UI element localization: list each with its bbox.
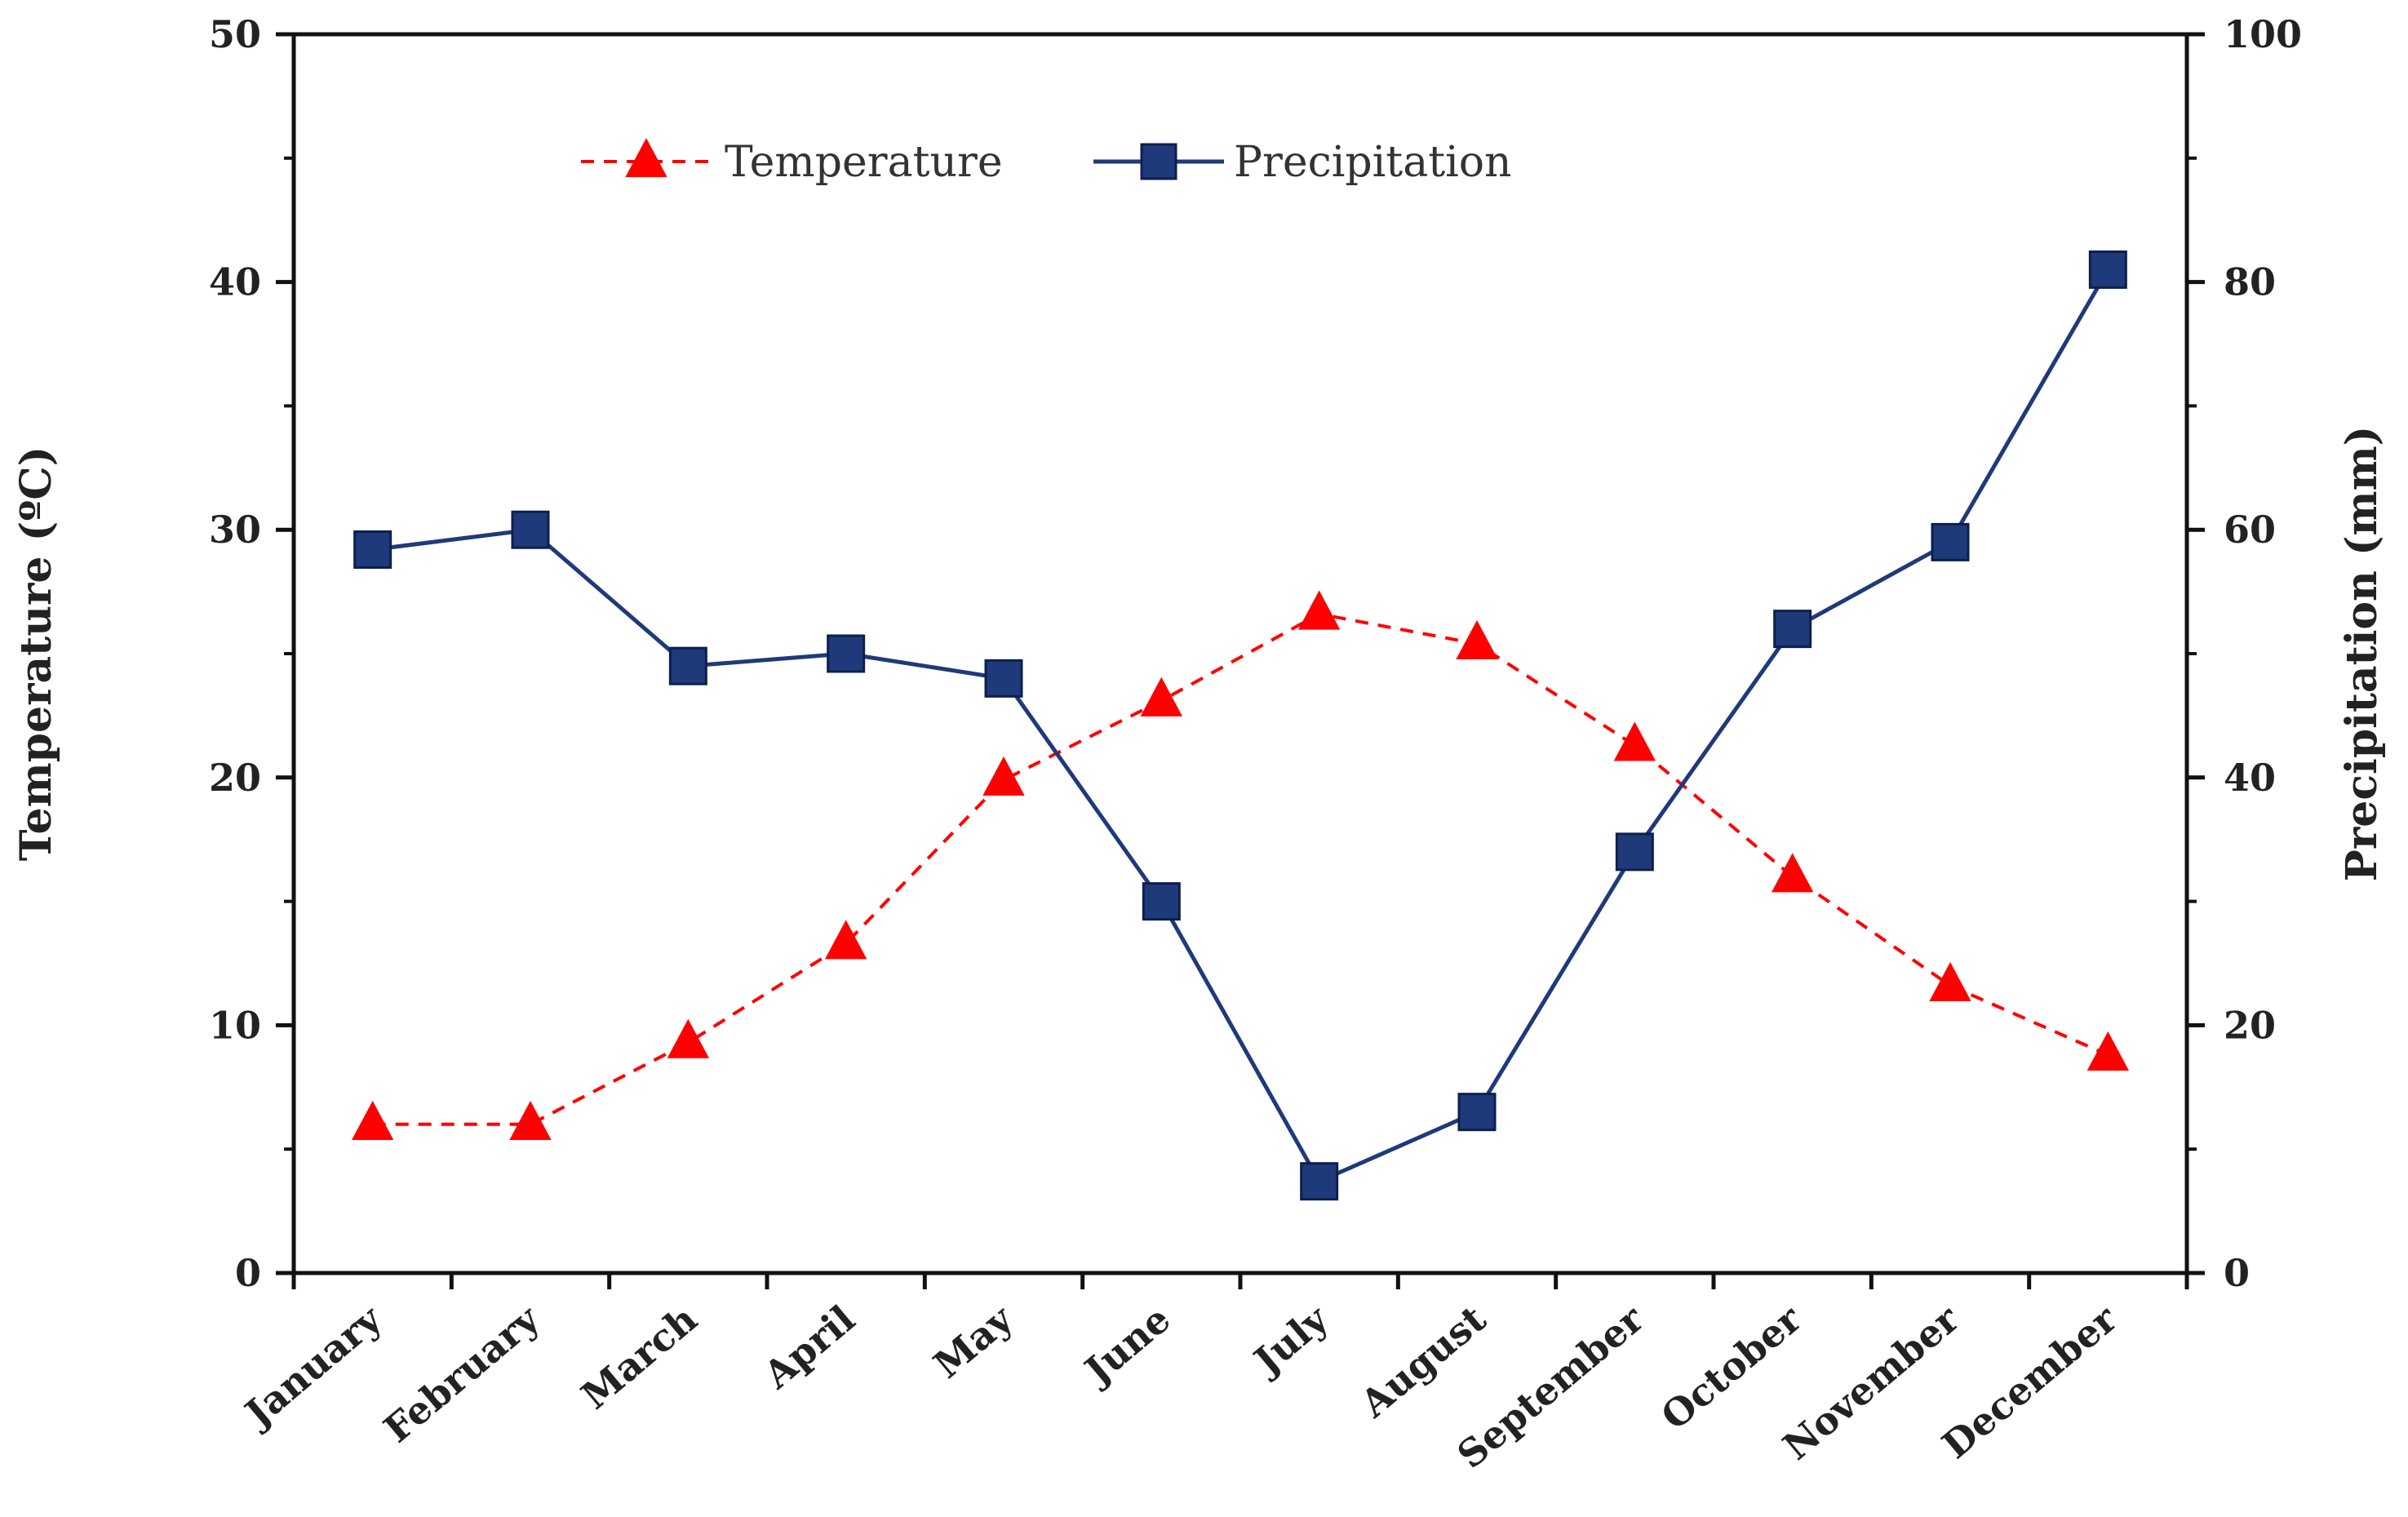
x-tick-label: June xyxy=(1074,1297,1178,1395)
series-layer xyxy=(351,250,2130,1201)
left-tick-label: 0 xyxy=(235,1251,261,1295)
right-tick-label: 100 xyxy=(2224,12,2302,56)
x-tick-label: May xyxy=(925,1296,1022,1386)
temperature-point xyxy=(1297,590,1341,630)
legend-temperature-label: Temperature xyxy=(725,138,1003,187)
precipitation-point xyxy=(511,510,550,549)
precipitation-point xyxy=(668,646,707,685)
left-axis-title: Temperature (ºC) xyxy=(11,446,61,861)
right-tick-label: 80 xyxy=(2224,260,2276,304)
left-tick-label: 50 xyxy=(209,12,261,56)
right-tick-label: 0 xyxy=(2224,1251,2250,1295)
precipitation-point xyxy=(984,659,1023,698)
temperature-line xyxy=(372,612,2109,1126)
left-tick-label: 40 xyxy=(209,260,261,304)
legend-precipitation-marker xyxy=(1140,143,1177,180)
x-tick-label: March xyxy=(573,1297,705,1417)
x-tick-label: February xyxy=(375,1296,548,1451)
plot-frame xyxy=(291,32,2189,1275)
temperature-point xyxy=(1771,853,1814,893)
precipitation-point xyxy=(1142,882,1181,921)
temperature-point xyxy=(667,1018,710,1058)
temperature-point xyxy=(1613,721,1656,761)
x-tick-label: November xyxy=(1775,1297,1968,1469)
right-axis-title: Precipitation (mm) xyxy=(2337,426,2387,881)
precipitation-line xyxy=(372,268,2110,1184)
legend: Temperature Precipitation xyxy=(581,138,1512,187)
precipitation-point xyxy=(1615,832,1654,872)
x-tick-label: August xyxy=(1351,1297,1494,1426)
temperature-point xyxy=(982,756,1025,796)
x-tick-label: December xyxy=(1934,1297,2126,1467)
precipitation-point xyxy=(1300,1162,1339,1201)
x-tick-label: July xyxy=(1244,1296,1337,1385)
x-tick-label: October xyxy=(1652,1297,1810,1439)
precipitation-point xyxy=(1773,610,1812,649)
temperature-point xyxy=(2086,1031,2130,1071)
precipitation-point xyxy=(1457,1093,1497,1132)
left-tick-label: 10 xyxy=(209,1003,261,1047)
precipitation-point xyxy=(353,530,392,569)
left-tick-label: 30 xyxy=(209,508,261,552)
temperature-point xyxy=(1456,619,1498,659)
precipitation-point xyxy=(1931,522,1970,561)
right-tick-label: 20 xyxy=(2224,1003,2276,1047)
precipitation-point xyxy=(2088,250,2127,289)
temperature-point xyxy=(509,1100,552,1140)
temperature-point xyxy=(824,920,867,960)
left-tick-label: 20 xyxy=(209,756,261,800)
temperature-point xyxy=(1929,961,1971,1001)
right-tick-label: 60 xyxy=(2224,508,2276,552)
legend-temperature-marker xyxy=(625,138,667,178)
temperature-point xyxy=(351,1100,394,1140)
x-tick-label: January xyxy=(234,1296,390,1437)
right-tick-label: 40 xyxy=(2224,756,2276,800)
temperature-point xyxy=(1140,676,1183,716)
legend-precipitation-label: Precipitation xyxy=(1234,138,1512,187)
precipitation-point xyxy=(827,634,866,673)
x-tick-label: April xyxy=(755,1297,863,1398)
